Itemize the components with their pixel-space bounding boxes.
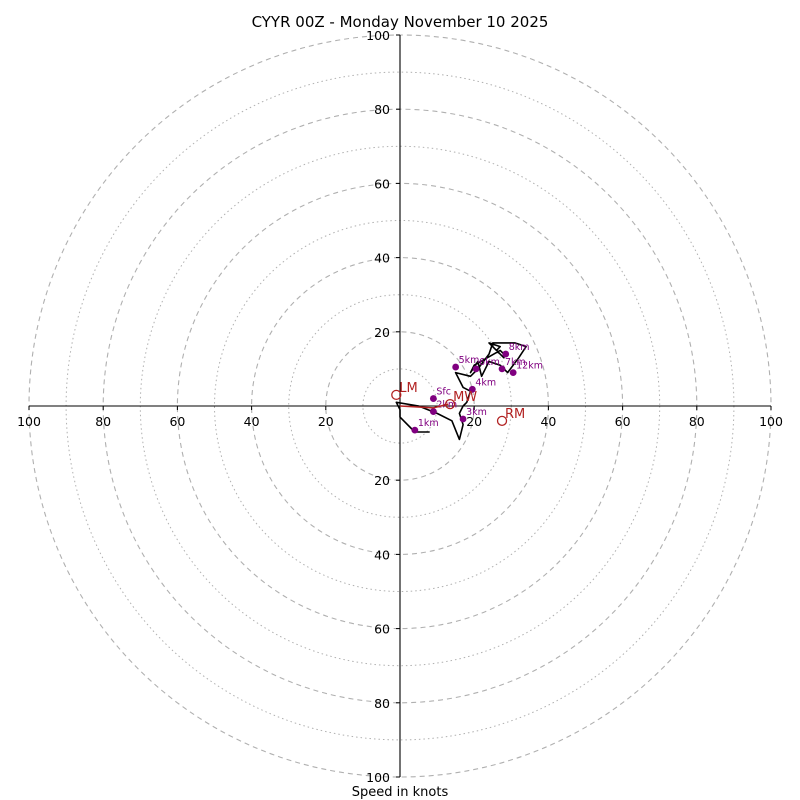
height-marker-label: Sfc: [436, 387, 451, 398]
tick-label-top: 60: [374, 176, 390, 191]
tick-label-left: 80: [95, 414, 111, 429]
storm-motion-label: LM: [399, 381, 417, 396]
hodograph-trace: [395, 342, 527, 441]
storm-motion-point: [496, 415, 508, 426]
tick-label-right: 40: [540, 414, 556, 429]
tick-label-bottom: 20: [374, 473, 390, 488]
tick-label-left: 40: [244, 414, 260, 429]
tick-label-bottom: 60: [374, 622, 390, 637]
storm-motion-point: [391, 389, 402, 401]
height-marker-label: 8km: [509, 342, 530, 353]
tick-label-top: 80: [374, 102, 390, 117]
chart-title: CYYR 00Z - Monday November 10 2025: [252, 13, 549, 31]
tick-label-bottom: 100: [366, 770, 390, 785]
tick-label-right: 100: [759, 414, 783, 429]
height-marker-point: [468, 385, 476, 393]
tick-labels: 100 100 80 80 60 60 40 40 20 20 20 20 40 40 60 60 80 80 10…: [17, 28, 783, 785]
tick-label-top: 40: [374, 251, 390, 266]
height-marker-label: 4km: [475, 377, 496, 388]
tick-label-top: 100: [366, 28, 390, 43]
tick-label-right: 60: [615, 414, 631, 429]
height-marker-point: [429, 408, 437, 415]
height-marker-point: [502, 350, 510, 358]
storm-motion-label: RM: [505, 407, 525, 422]
height-marker-point: [429, 395, 437, 402]
hodograph-line: [395, 342, 527, 441]
tick-label-left: 100: [17, 414, 41, 429]
height-marker-label: 7km: [505, 357, 526, 368]
height-marker-point: [509, 369, 517, 377]
tick-label-left: 20: [318, 414, 334, 429]
height-marker-label: 1km: [418, 418, 439, 429]
tick-label-right: 20: [466, 414, 482, 429]
height-marker-label: 12km: [516, 361, 543, 372]
height-marker-label: 3km: [466, 407, 487, 418]
tick-label-left: 60: [169, 414, 185, 429]
height-marker-label: 5km: [459, 355, 480, 366]
tick-label-top: 20: [374, 325, 390, 340]
tick-label-bottom: 80: [374, 696, 390, 711]
height-marker-point: [459, 415, 467, 423]
storm-motion-markers: LM RM MW: [391, 381, 525, 426]
tick-label-bottom: 40: [374, 547, 390, 562]
height-marker-label: 6km: [479, 357, 500, 368]
height-marker-point: [472, 365, 480, 373]
mean-wind-line: [399, 403, 449, 409]
storm-motion-label: MW: [453, 390, 477, 405]
x-axis-label: Speed in knots: [352, 785, 449, 800]
storm-motion-point: [444, 398, 456, 410]
tick-label-right: 80: [689, 414, 705, 429]
height-marker-point: [411, 426, 419, 434]
height-marker-point: [498, 365, 506, 373]
height-marker-point: [452, 363, 460, 371]
